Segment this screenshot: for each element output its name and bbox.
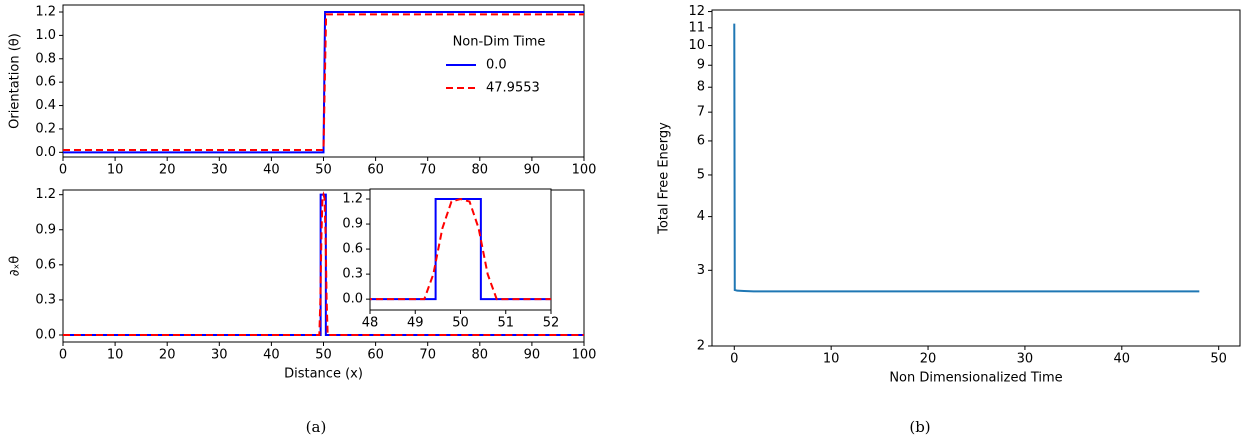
x-tick-label: 60 [367, 348, 384, 363]
y-tick-label: 7 [697, 105, 705, 120]
x-tick-label: 40 [1114, 352, 1131, 367]
x-tick-label: 10 [107, 348, 124, 363]
y-tick-label: 4 [697, 209, 705, 224]
x-tick-label: 20 [159, 163, 176, 178]
y-tick-label: 0.0 [35, 327, 56, 342]
x-tick-label: 80 [472, 348, 489, 363]
x-tick-label: 90 [524, 163, 541, 178]
x-tick-label: 20 [920, 352, 937, 367]
caption: (a) [306, 418, 327, 436]
x-tick-label: 20 [159, 348, 176, 363]
y-tick-label: 3 [697, 263, 705, 278]
plot-area [711, 9, 1241, 347]
y-tick-label: 2 [697, 339, 705, 354]
x-tick-label: 0 [59, 348, 67, 363]
x-tick-label: 70 [419, 163, 436, 178]
x-axis-label: Non Dimensionalized Time [889, 371, 1062, 386]
x-tick-label: 70 [419, 348, 436, 363]
x-tick-label: 100 [572, 163, 597, 178]
y-tick-label: 0.6 [342, 242, 363, 257]
y-axis-label: Orientation (θ) [8, 33, 23, 129]
x-tick-label: 100 [572, 348, 597, 363]
y-tick-label: 0.0 [35, 145, 56, 160]
series-line [370, 197, 551, 301]
y-tick-label: 0.6 [35, 75, 56, 90]
y-axis-label: Total Free Energy [657, 122, 672, 235]
x-tick-label: 10 [823, 352, 840, 367]
x-tick-label: 30 [211, 163, 228, 178]
caption: (b) [909, 418, 930, 436]
x-tick-label: 10 [107, 163, 124, 178]
y-tick-label: 0.4 [35, 98, 56, 113]
y-tick-label: 0.2 [35, 121, 56, 136]
y-tick-label: 0.9 [342, 217, 363, 232]
x-axis-label: Distance (x) [284, 367, 363, 382]
plot-area [369, 188, 552, 311]
x-tick-label: 52 [543, 316, 560, 331]
x-tick-label: 60 [367, 163, 384, 178]
x-tick-label: 0 [730, 352, 738, 367]
x-tick-label: 30 [211, 348, 228, 363]
y-tick-label: 1.0 [35, 28, 56, 43]
x-tick-label: 50 [1210, 352, 1227, 367]
x-tick-label: 30 [1017, 352, 1034, 367]
x-tick-label: 50 [315, 348, 332, 363]
x-tick-label: 50 [452, 316, 469, 331]
series-line [63, 191, 584, 336]
x-tick-label: 49 [407, 316, 424, 331]
x-tick-label: 50 [315, 163, 332, 178]
legend-label: 47.9553 [486, 81, 540, 96]
y-tick-label: 0.3 [342, 267, 363, 282]
y-tick-label: 12 [688, 4, 705, 19]
x-tick-label: 90 [524, 348, 541, 363]
y-tick-label: 1.2 [35, 187, 56, 202]
x-tick-label: 40 [263, 348, 280, 363]
x-tick-label: 48 [362, 316, 379, 331]
y-tick-label: 0.9 [35, 222, 56, 237]
y-tick-label: 11 [688, 20, 705, 35]
x-tick-label: 51 [497, 316, 514, 331]
series-line [63, 11, 584, 154]
y-tick-label: 10 [688, 38, 705, 53]
x-tick-label: 40 [263, 163, 280, 178]
x-tick-label: 0 [59, 163, 67, 178]
y-tick-label: 1.2 [35, 5, 56, 20]
y-tick-label: 9 [697, 58, 705, 73]
x-tick-label: 80 [472, 163, 489, 178]
y-tick-label: 0.8 [35, 51, 56, 66]
y-axis-label: ∂ₓθ [8, 256, 23, 276]
y-tick-label: 1.2 [342, 192, 363, 207]
y-tick-label: 0.0 [342, 292, 363, 307]
y-tick-label: 0.6 [35, 257, 56, 272]
legend-label: 0.0 [486, 58, 507, 73]
series-line [733, 23, 1200, 293]
y-tick-label: 0.3 [35, 292, 56, 307]
y-tick-label: 6 [697, 133, 705, 148]
y-tick-label: 8 [697, 80, 705, 95]
legend-title: Non-Dim Time [453, 35, 546, 50]
y-tick-label: 5 [697, 167, 705, 182]
